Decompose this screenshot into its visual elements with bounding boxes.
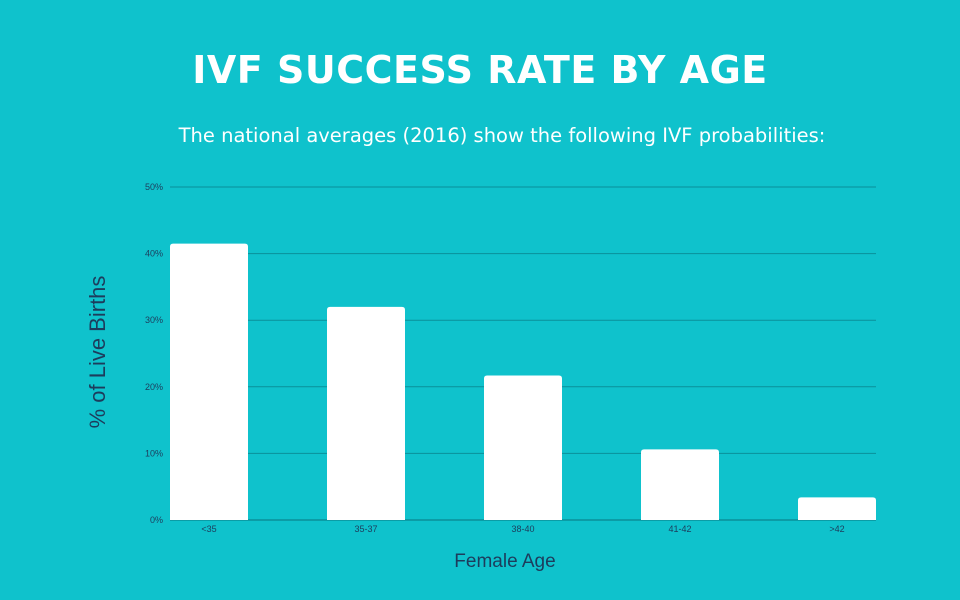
y-tick-label: 30%: [145, 315, 163, 325]
y-tick-label: 10%: [145, 448, 163, 458]
y-tick-label: 40%: [145, 249, 163, 259]
bar: [641, 449, 719, 520]
chart-subtitle: The national averages (2016) show the fo…: [178, 124, 826, 147]
bar: [484, 375, 562, 520]
x-tick-label: 35-37: [354, 524, 377, 534]
y-tick-label: 0%: [150, 515, 163, 525]
x-tick-label: 38-40: [511, 524, 534, 534]
bars: [170, 243, 876, 521]
chart-title: IVF SUCCESS RATE BY AGE: [192, 48, 768, 92]
y-tick-labels: 0% 10% 20% 30% 40% 50%: [145, 182, 163, 525]
x-axis-title: Female Age: [454, 551, 555, 572]
y-axis-title: % of Live Births: [85, 276, 110, 429]
bar: [327, 306, 405, 520]
y-tick-label: 50%: [145, 182, 163, 192]
x-tick-label: 41-42: [668, 524, 691, 534]
bar: [798, 497, 876, 520]
x-tick-label: >42: [829, 524, 844, 534]
bar: [170, 243, 248, 521]
x-tick-labels: <35 35-37 38-40 41-42 >42: [201, 524, 844, 534]
x-tick-label: <35: [201, 524, 216, 534]
y-tick-label: 20%: [145, 382, 163, 392]
